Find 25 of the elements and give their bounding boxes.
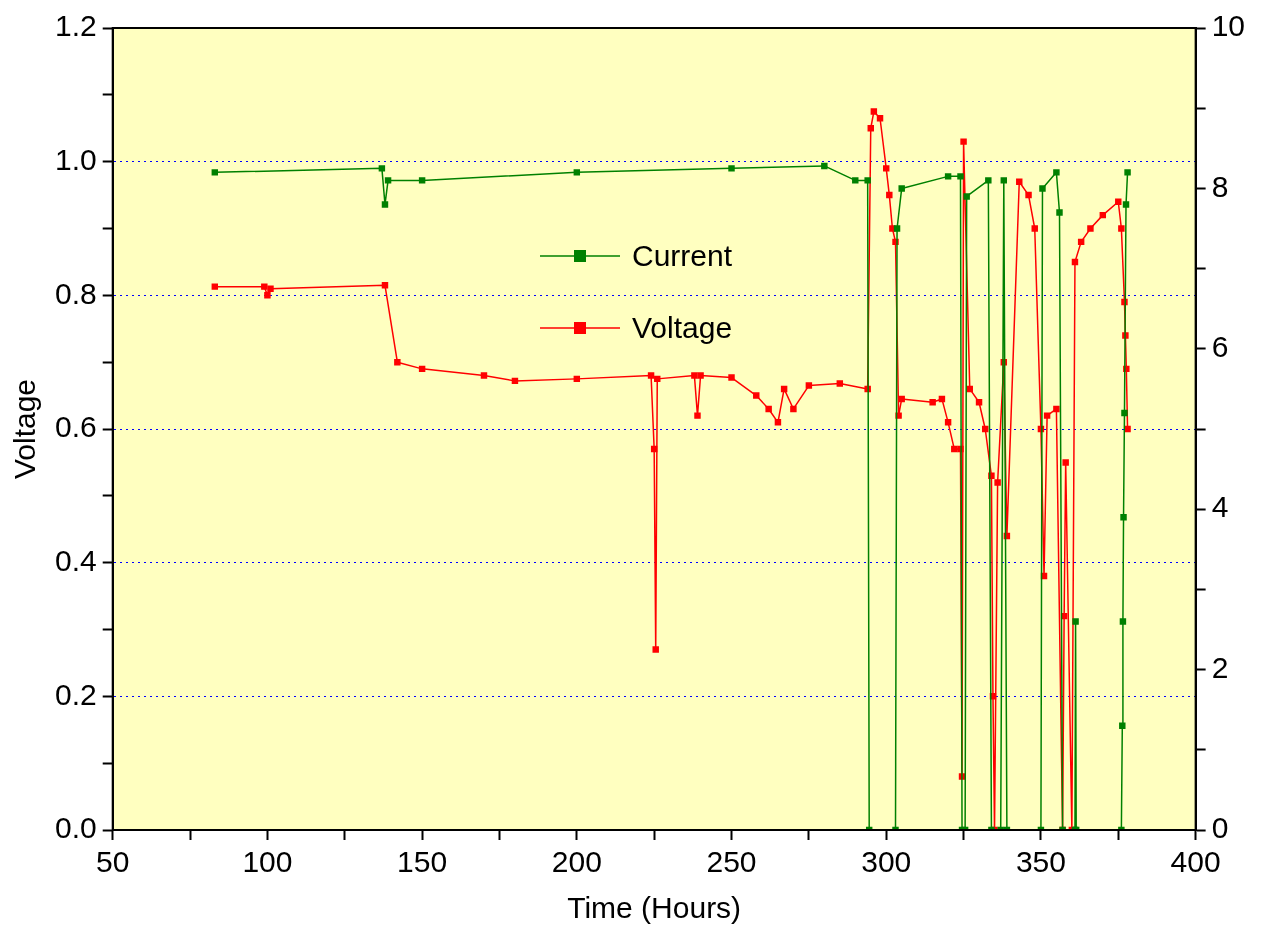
y-axis-title: Voltage (8, 378, 42, 480)
y-tick-label: 0.6 (54, 410, 97, 444)
y2-tick-label: 0 (1211, 811, 1229, 845)
x-tick-label: 50 (96, 845, 130, 879)
y-tick-label: 0.2 (54, 677, 97, 711)
x-axis-title: Time (Hours) (567, 891, 742, 925)
y2-tick-label: 4 (1211, 490, 1229, 524)
x-tick-label: 350 (1015, 845, 1066, 879)
x-tick-label: 300 (861, 845, 912, 879)
y-tick-label: 0.4 (54, 543, 97, 577)
y-tick-label: 1.0 (54, 142, 97, 176)
y-tick-label: 1.2 (54, 9, 97, 43)
y2-tick-label: 10 (1211, 9, 1246, 43)
legend-label: Current (632, 239, 733, 273)
y-tick-label: 0.0 (54, 811, 97, 845)
x-tick-label: 150 (397, 845, 448, 879)
x-tick-label: 100 (242, 845, 293, 879)
y2-tick-label: 2 (1211, 650, 1229, 684)
x-tick-label: 400 (1170, 845, 1221, 879)
y-tick-label: 0.8 (54, 276, 97, 310)
y2-tick-label: 6 (1211, 330, 1229, 364)
legend-label: Voltage (632, 311, 733, 345)
x-tick-label: 250 (706, 845, 757, 879)
x-tick-label: 200 (551, 845, 602, 879)
y2-tick-label: 8 (1211, 169, 1229, 203)
